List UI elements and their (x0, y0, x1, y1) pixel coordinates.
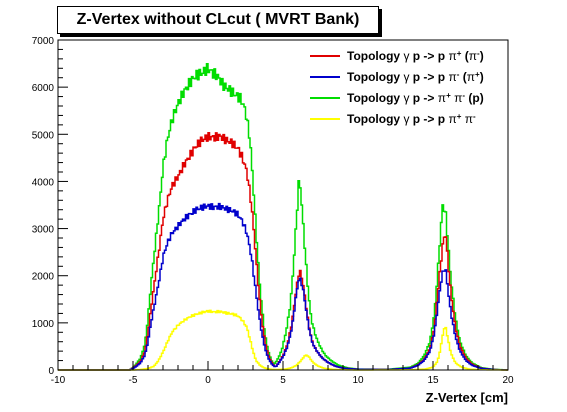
chart-title-box: Z-Vertex without CLcut ( MVRT Bank) (57, 6, 379, 34)
x-tick-label: -5 (129, 375, 138, 386)
chart-title: Z-Vertex without CLcut ( MVRT Bank) (76, 11, 360, 28)
legend-entry-2: Topology γ p -> π+ π- (p) (347, 91, 484, 106)
y-tick-label: 7000 (32, 36, 55, 47)
y-tick-label: 1000 (32, 319, 55, 330)
y-tick-label: 3000 (32, 225, 55, 236)
y-tick-label: 0 (48, 366, 54, 377)
y-tick-label: 5000 (32, 130, 55, 141)
plot-frame (57, 39, 509, 371)
series-line-2 (58, 62, 508, 371)
legend-entry-0: Topology γ p -> p π+ (π-) (347, 49, 484, 64)
x-tick-label: 15 (427, 375, 439, 386)
legend-layer: Topology γ p -> p π+ (π-) Topology γ p ->… (310, 49, 484, 127)
legend-entry-3: Topology γ p -> p π+ π- (347, 112, 476, 127)
x-tick-label: 20 (502, 375, 514, 386)
x-tick-label: 0 (205, 375, 211, 386)
x-axis-label: Z-Vertex [cm] (426, 390, 508, 405)
y-tick-label: 6000 (32, 83, 55, 94)
x-tick-label: 10 (352, 375, 364, 386)
x-tick-label: 5 (280, 375, 286, 386)
x-tick-label: -10 (51, 375, 66, 386)
y-tick-label: 4000 (32, 177, 55, 188)
series-line-1 (58, 202, 508, 371)
axis-layer: -10 -5 0 5 10 15 20 0 1000 2000 3000 4000 5000 6000 70… (32, 36, 514, 386)
y-tick-label: 2000 (32, 272, 55, 283)
legend-entry-1: Topology γ p -> p π- (π+) (347, 70, 484, 85)
series-line-3 (58, 309, 508, 371)
series-line-0 (58, 131, 508, 371)
series-layer (58, 62, 508, 371)
